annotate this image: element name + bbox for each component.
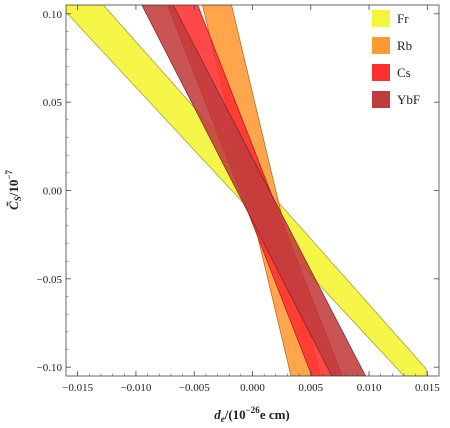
y-tick-label: −0.10 [37, 362, 63, 374]
x-tick-label: −0.015 [62, 382, 93, 394]
y-tick-label: −0.05 [37, 274, 63, 286]
x-tick-label: −0.005 [179, 382, 210, 394]
legend-swatch-cs [372, 64, 390, 81]
svg-text:C̃S/10−7: C̃S/10−7 [4, 170, 23, 210]
y-tick-label: 0.10 [43, 9, 63, 21]
y-tick-label: 0.05 [43, 97, 63, 109]
x-axis: −0.015 −0.010 −0.005 0.000 0.005 0.010 0.015 [62, 5, 440, 394]
svg-text:de/(10−26e cm): de/(10−26e cm) [214, 405, 290, 424]
x-tick-label: 0.010 [357, 382, 382, 394]
legend-swatch-ybf [372, 91, 390, 108]
legend-label-ybf: YbF [397, 92, 420, 107]
legend-label-fr: Fr [397, 11, 409, 26]
region-layer [66, 5, 427, 376]
y-axis-title: C̃S/10−7 [4, 170, 23, 210]
legend-label-cs: Cs [397, 65, 411, 80]
x-tick-label: 0.015 [415, 382, 440, 394]
x-tick-label: −0.010 [120, 382, 151, 394]
legend-swatch-fr [372, 10, 390, 27]
x-tick-label: 0.005 [298, 382, 323, 394]
legend-label-rb: Rb [397, 38, 412, 53]
legend: Fr Rb Cs YbF [372, 10, 420, 108]
y-axis: −0.10 −0.05 0.00 0.05 0.10 [37, 9, 439, 374]
region-ybf [141, 5, 366, 376]
x-tick-label: 0.000 [240, 382, 265, 394]
legend-swatch-rb [372, 37, 390, 54]
x-axis-title: de/(10−26e cm) [214, 405, 290, 424]
y-tick-label: 0.00 [43, 186, 63, 198]
